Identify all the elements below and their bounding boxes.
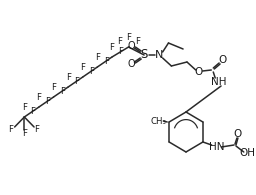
Text: F: F bbox=[22, 129, 27, 138]
Text: F: F bbox=[36, 93, 41, 103]
Text: F: F bbox=[22, 104, 27, 113]
Text: F: F bbox=[80, 64, 85, 73]
Text: N: N bbox=[155, 50, 163, 60]
Text: F: F bbox=[89, 67, 94, 76]
Text: F: F bbox=[60, 88, 65, 97]
Text: HN: HN bbox=[209, 142, 224, 152]
Text: F: F bbox=[35, 126, 39, 135]
Text: CH₃: CH₃ bbox=[151, 116, 166, 126]
Text: F: F bbox=[45, 98, 50, 106]
Text: F: F bbox=[8, 126, 13, 135]
Text: NH: NH bbox=[211, 77, 227, 87]
Text: F: F bbox=[74, 77, 79, 87]
Text: F: F bbox=[51, 83, 56, 92]
Text: F: F bbox=[104, 58, 109, 66]
Text: F: F bbox=[66, 74, 71, 82]
Text: F: F bbox=[135, 37, 140, 46]
Text: S: S bbox=[141, 49, 148, 61]
Text: OH: OH bbox=[240, 148, 256, 158]
Text: F: F bbox=[118, 48, 123, 57]
Text: F: F bbox=[95, 53, 100, 63]
Text: F: F bbox=[31, 107, 36, 116]
Text: O: O bbox=[128, 59, 135, 69]
Text: F: F bbox=[126, 34, 131, 43]
Text: O: O bbox=[234, 129, 242, 139]
Text: O: O bbox=[128, 41, 135, 51]
Text: F: F bbox=[110, 43, 114, 52]
Text: O: O bbox=[195, 67, 203, 77]
Text: F: F bbox=[117, 37, 122, 46]
Text: O: O bbox=[218, 55, 226, 65]
